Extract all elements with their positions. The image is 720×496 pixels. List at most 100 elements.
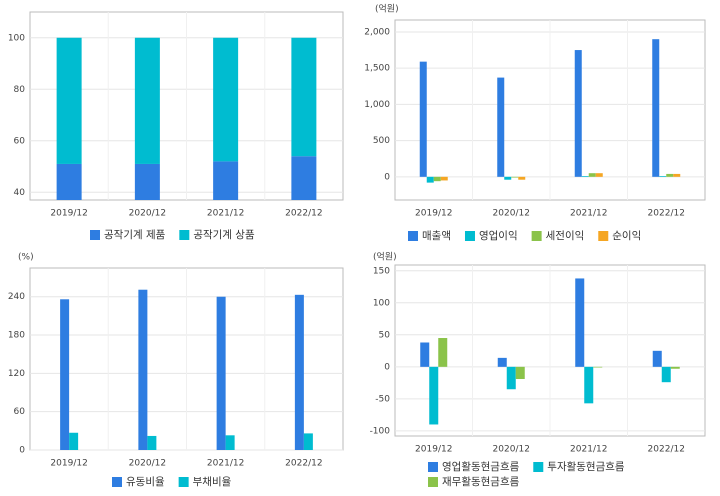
bar <box>673 173 681 177</box>
y-tick-label: -50 <box>375 394 390 404</box>
bar <box>225 435 235 450</box>
y-tick-label: 500 <box>373 136 390 146</box>
bar <box>294 294 304 450</box>
bar <box>666 173 674 177</box>
bar <box>497 77 505 177</box>
x-tick-label: 2021/12 <box>570 209 607 219</box>
x-tick-label: 2019/12 <box>50 209 87 219</box>
legend-label: 순이익 <box>612 230 641 242</box>
y-tick-label: 2,000 <box>364 27 390 37</box>
y-tick-label: 120 <box>8 369 25 379</box>
bar <box>506 366 516 390</box>
legend-label: 투자활동현금흐름 <box>547 460 625 473</box>
bar <box>511 176 519 178</box>
x-tick-label: 2020/12 <box>493 209 530 219</box>
x-tick-label: 2021/12 <box>207 459 244 469</box>
y-tick-label: 150 <box>373 266 390 276</box>
bar <box>652 350 662 367</box>
bar <box>652 39 660 177</box>
x-tick-label: 2022/12 <box>285 459 322 469</box>
bar <box>420 342 430 367</box>
x-tick-label: 2022/12 <box>648 209 685 219</box>
bar <box>575 278 585 367</box>
bar <box>60 299 70 450</box>
legend-swatch <box>533 462 544 472</box>
bar <box>574 50 582 177</box>
bar <box>56 37 82 164</box>
legend-swatch <box>428 477 438 487</box>
bar <box>659 176 667 177</box>
x-tick-label: 2021/12 <box>570 445 607 455</box>
y-tick-label: 100 <box>8 33 25 43</box>
bar <box>69 432 79 450</box>
y-tick-label: -100 <box>370 426 391 436</box>
bar <box>595 173 603 177</box>
y-tick-label: 0 <box>384 362 390 372</box>
y-tick-label: 0 <box>19 446 25 456</box>
bar <box>147 435 157 450</box>
y-tick-label: 100 <box>373 298 390 308</box>
x-tick-label: 2019/12 <box>415 445 452 455</box>
legend-swatch <box>112 477 122 487</box>
legend-label: 영업활동현금흐름 <box>442 460 520 473</box>
legend-swatch <box>90 230 100 240</box>
bar <box>433 176 441 182</box>
bar <box>138 289 148 450</box>
legend-label: 유동비율 <box>126 476 165 488</box>
bar <box>216 296 226 450</box>
x-tick-label: 2019/12 <box>50 459 87 469</box>
bar <box>134 163 160 200</box>
legend-label: 매출액 <box>422 230 451 242</box>
x-tick-label: 2020/12 <box>129 459 166 469</box>
bar <box>584 366 594 404</box>
bar <box>134 37 160 164</box>
legend-label: 공작기계 제품 <box>104 229 166 241</box>
legend-label: 공작기계 상품 <box>193 229 255 241</box>
bar <box>429 366 439 425</box>
bar <box>661 366 671 383</box>
bar <box>213 161 239 200</box>
legend-swatch <box>464 231 475 241</box>
unit-label: (%) <box>18 253 34 263</box>
y-tick-label: 1,500 <box>364 64 390 74</box>
bar <box>670 366 680 369</box>
bar <box>291 37 317 157</box>
y-tick-label: 80 <box>14 85 26 95</box>
y-tick-label: 40 <box>14 188 26 198</box>
bar <box>581 176 589 177</box>
legend-swatch <box>531 231 542 241</box>
bar <box>303 433 313 450</box>
x-tick-label: 2021/12 <box>207 209 244 219</box>
legend-label: 영업이익 <box>479 229 518 242</box>
x-tick-label: 2022/12 <box>648 445 685 455</box>
bar <box>291 156 317 200</box>
bar <box>593 366 603 368</box>
legend-swatch <box>178 477 189 487</box>
y-tick-label: 60 <box>14 136 26 146</box>
legend-swatch <box>428 462 438 472</box>
y-tick-label: 50 <box>379 330 391 340</box>
x-tick-label: 2019/12 <box>415 209 452 219</box>
y-tick-label: 60 <box>14 407 26 417</box>
bar <box>438 338 448 367</box>
legend-swatch <box>179 230 190 240</box>
bar <box>440 176 448 181</box>
x-tick-label: 2020/12 <box>493 445 530 455</box>
y-tick-label: 240 <box>8 292 25 302</box>
legend-swatch <box>598 231 609 241</box>
legend-swatch <box>408 231 418 241</box>
bar <box>515 366 525 379</box>
unit-label: (억원) <box>375 3 399 15</box>
legend-label: 부채비율 <box>193 476 232 488</box>
unit-label: (억원) <box>373 251 397 263</box>
bar <box>426 176 434 183</box>
y-tick-label: 180 <box>8 331 25 341</box>
legend-label: 세전이익 <box>546 230 585 242</box>
bar <box>213 37 239 162</box>
legend-label: 재무활동현금흐름 <box>442 475 520 488</box>
bar <box>56 163 82 200</box>
bar <box>419 61 427 177</box>
bar <box>518 176 526 180</box>
bar <box>588 173 596 177</box>
bar <box>504 176 512 180</box>
